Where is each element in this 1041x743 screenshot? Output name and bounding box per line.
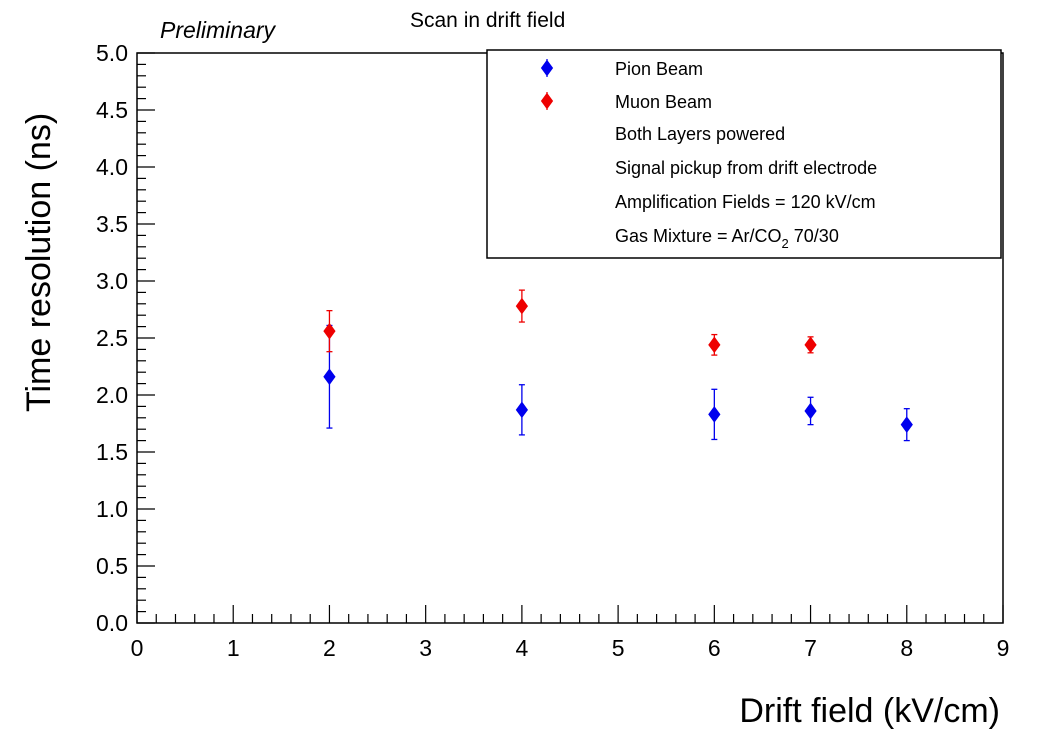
x-tick-label: 6 bbox=[708, 635, 721, 661]
legend-box bbox=[486, 49, 1002, 259]
x-axis-tick-labels: 0 1 2 3 4 5 6 7 8 9 bbox=[131, 635, 1010, 661]
data-point bbox=[323, 322, 336, 340]
data-point bbox=[804, 402, 817, 420]
gas-prefix: Gas Mixture = Ar/CO bbox=[615, 226, 782, 246]
data-point bbox=[708, 406, 721, 423]
legend-note-gas: Gas Mixture = Ar/CO2 70/30 bbox=[615, 226, 839, 251]
legend-note-layers: Both Layers powered bbox=[615, 124, 785, 144]
series-pion-beam bbox=[323, 324, 913, 442]
y-tick-label: 3.0 bbox=[96, 268, 128, 294]
y-tick-label: 1.5 bbox=[96, 439, 128, 465]
series-muon-beam bbox=[323, 289, 817, 356]
x-axis-ticks bbox=[136, 605, 1004, 623]
legend-entry-muon: Muon Beam bbox=[615, 92, 712, 112]
preliminary-label: Preliminary bbox=[160, 17, 277, 43]
y-tick-label: 5.0 bbox=[96, 40, 128, 66]
legend-marker bbox=[540, 59, 554, 77]
data-point bbox=[900, 416, 913, 433]
x-tick-label: 2 bbox=[323, 635, 336, 661]
data-point bbox=[708, 336, 721, 354]
x-tick-label: 1 bbox=[227, 635, 240, 661]
x-tick-label: 7 bbox=[804, 635, 817, 661]
legend-note-pickup: Signal pickup from drift electrode bbox=[615, 158, 877, 178]
y-tick-label: 2.0 bbox=[96, 382, 128, 408]
x-tick-label: 9 bbox=[997, 635, 1010, 661]
y-tick-label: 3.5 bbox=[96, 211, 128, 237]
y-axis-tick-labels: 0.0 0.5 1.0 1.5 2.0 2.5 3.0 3.5 4.0 4.5 5.0 bbox=[96, 40, 128, 636]
legend-markers bbox=[540, 59, 554, 110]
y-axis-title: Time resolution (ns) bbox=[20, 113, 58, 412]
x-tick-label: 3 bbox=[419, 635, 432, 661]
y-tick-label: 0.5 bbox=[96, 553, 128, 579]
legend-entry-pion: Pion Beam bbox=[615, 59, 703, 79]
data-series bbox=[323, 289, 913, 442]
legend-marker bbox=[540, 92, 554, 110]
data-point bbox=[323, 368, 336, 386]
x-tick-label: 0 bbox=[131, 635, 144, 661]
y-tick-label: 4.0 bbox=[96, 154, 128, 180]
y-tick-label: 2.5 bbox=[96, 325, 128, 351]
legend: Pion Beam Muon Beam Both Layers powered … bbox=[486, 49, 1002, 259]
y-tick-label: 1.0 bbox=[96, 496, 128, 522]
y-tick-label: 0.0 bbox=[96, 610, 128, 636]
x-tick-label: 8 bbox=[900, 635, 913, 661]
x-tick-label: 4 bbox=[515, 635, 528, 661]
x-axis-title: Drift field (kV/cm) bbox=[739, 692, 1000, 730]
legend-note-fields: Amplification Fields = 120 kV/cm bbox=[615, 192, 876, 212]
data-point bbox=[515, 297, 529, 315]
data-point bbox=[515, 401, 529, 419]
chart-title: Scan in drift field bbox=[410, 9, 565, 32]
gas-subscript: 2 bbox=[782, 236, 789, 251]
gas-suffix: 70/30 bbox=[789, 226, 839, 246]
data-point bbox=[804, 336, 817, 354]
x-tick-label: 5 bbox=[612, 635, 625, 661]
y-tick-label: 4.5 bbox=[96, 97, 128, 123]
y-axis-ticks bbox=[137, 52, 155, 624]
